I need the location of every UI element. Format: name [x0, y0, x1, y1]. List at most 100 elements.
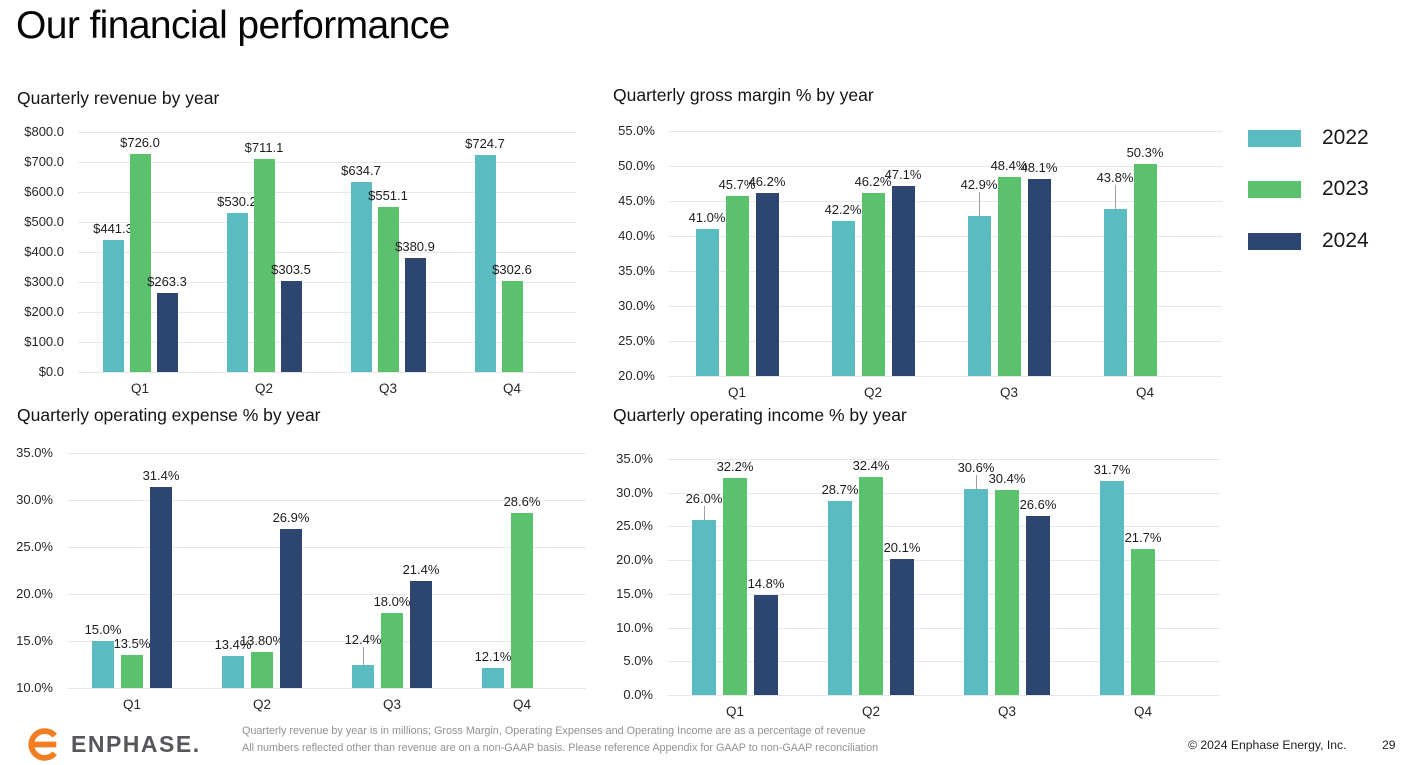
y-axis-tick-label: $0.0	[38, 364, 64, 379]
bar-value-label: 30.4%	[988, 471, 1026, 486]
y-axis-tick-label: 15.0%	[616, 586, 653, 601]
gridline	[78, 162, 576, 163]
bar-2022-Q3	[352, 665, 374, 688]
bar-2023-Q3	[377, 207, 399, 372]
bar-2024-Q2	[280, 529, 302, 688]
gridline	[67, 641, 586, 642]
bar-value-label: $726.0	[120, 135, 160, 150]
bar-2022-Q2	[828, 501, 852, 695]
bar-2022-Q4	[482, 668, 504, 688]
y-axis-tick-label: $100.0	[24, 334, 64, 349]
bar-value-label: 32.4%	[852, 458, 890, 473]
y-axis-tick-label: 25.0%	[16, 539, 53, 554]
label-leader-line	[976, 475, 977, 489]
gridline	[669, 376, 1222, 377]
bar-value-label: 13.5%	[113, 636, 151, 651]
legend-label-2024: 2024	[1322, 229, 1369, 252]
bar-2023-Q4	[511, 513, 533, 688]
bar-2022-Q3	[350, 182, 372, 372]
gridline	[667, 661, 1220, 662]
bar-2024-Q2	[891, 186, 915, 376]
bar-value-label: 42.2%	[824, 202, 862, 217]
bar-2024-Q1	[150, 487, 172, 688]
bar-value-label: $441.3	[93, 221, 133, 236]
bar-value-label: 48.4%	[990, 158, 1028, 173]
y-axis-tick-label: 50.0%	[618, 158, 655, 173]
gridline	[78, 192, 576, 193]
gridline	[78, 312, 576, 313]
gridline	[669, 166, 1222, 167]
y-axis-tick-label: 5.0%	[623, 653, 653, 668]
bar-value-label: 21.4%	[402, 562, 440, 577]
bar-2024-Q3	[404, 258, 426, 372]
x-axis-category-label: Q2	[863, 385, 882, 400]
x-axis-category-label: Q2	[861, 704, 880, 719]
bar-2024-Q2	[890, 559, 914, 695]
bar-2022-Q1	[102, 240, 124, 372]
gridline	[67, 453, 586, 454]
bar-2023-Q1	[723, 478, 747, 695]
y-axis-tick-label: $300.0	[24, 274, 64, 289]
x-axis-category-label: Q4	[1135, 385, 1154, 400]
label-leader-line	[704, 506, 705, 520]
y-axis-tick-label: 20.0%	[16, 586, 53, 601]
y-axis-tick-label: $600.0	[24, 184, 64, 199]
y-axis-tick-label: 35.0%	[618, 263, 655, 278]
chart-title-operating-income: Quarterly operating income % by year	[613, 405, 907, 425]
gridline	[78, 252, 576, 253]
x-axis-category-label: Q1	[130, 381, 149, 396]
y-axis-tick-label: 30.0%	[616, 485, 653, 500]
y-axis-tick-label: 15.0%	[16, 633, 53, 648]
legend-swatch-2024	[1248, 232, 1301, 250]
bar-value-label: 13.80%	[239, 633, 285, 648]
gridline	[67, 594, 586, 595]
bar-value-label: $303.5	[271, 262, 311, 277]
bar-2023-Q4	[1133, 164, 1157, 376]
chart-title-gross-margin: Quarterly gross margin % by year	[613, 85, 874, 105]
bar-value-label: 43.8%	[1096, 170, 1134, 185]
bar-value-label: $302.6	[492, 262, 532, 277]
footnote-line-2: All numbers reflected other than revenue…	[242, 741, 879, 754]
y-axis-tick-label: 0.0%	[623, 687, 653, 702]
gridline	[669, 236, 1222, 237]
bar-2022-Q3	[964, 489, 988, 695]
bar-value-label: 20.1%	[883, 540, 921, 555]
bar-2024-Q3	[1026, 516, 1050, 695]
gridline	[667, 526, 1220, 527]
bar-value-label: 46.2%	[854, 174, 892, 189]
legend-swatch-2023	[1248, 180, 1301, 198]
y-axis-tick-label: 10.0%	[616, 620, 653, 635]
label-leader-line	[363, 647, 364, 665]
y-axis-tick-label: $800.0	[24, 124, 64, 139]
y-axis-tick-label: $500.0	[24, 214, 64, 229]
enphase-logo-icon	[26, 726, 63, 763]
x-axis-category-label: Q3	[999, 385, 1018, 400]
bar-value-label: 28.7%	[821, 482, 859, 497]
gridline	[667, 695, 1220, 696]
chart-quarterly-operating-income: Quarterly operating income % by year 35.…	[613, 405, 1233, 727]
y-axis-tick-label: 20.0%	[616, 552, 653, 567]
bar-2023-Q4	[1131, 549, 1155, 695]
bar-2023-Q2	[251, 652, 273, 688]
bar-2022-Q1	[695, 229, 719, 376]
footnote-line-1: Quarterly revenue by year is in millions…	[242, 725, 866, 737]
x-axis-category-label: Q2	[252, 697, 271, 712]
bar-2022-Q4	[474, 155, 496, 372]
gridline	[669, 341, 1222, 342]
bar-value-label: $380.9	[395, 239, 435, 254]
bar-value-label: 46.2%	[748, 174, 786, 189]
y-axis-tick-label: 30.0%	[618, 298, 655, 313]
bar-value-label: 13.4%	[214, 637, 252, 652]
bar-2022-Q4	[1100, 481, 1124, 695]
gridline	[78, 222, 576, 223]
bar-value-label: 26.9%	[272, 510, 310, 525]
chart-quarterly-revenue: Quarterly revenue by year $800.0 $700.0 $6…	[17, 88, 617, 410]
x-axis-category-label: Q1	[727, 385, 746, 400]
bar-value-label: 12.4%	[344, 632, 382, 647]
bar-2023-Q3	[381, 613, 403, 688]
gridline	[67, 688, 586, 689]
plot-area-operating-income: 35.0% 30.0% 25.0% 20.0% 15.0% 10.0% 5.0% 0.0% Q1…	[616, 451, 1220, 719]
bar-2022-Q3	[967, 216, 991, 376]
gridline	[667, 560, 1220, 561]
